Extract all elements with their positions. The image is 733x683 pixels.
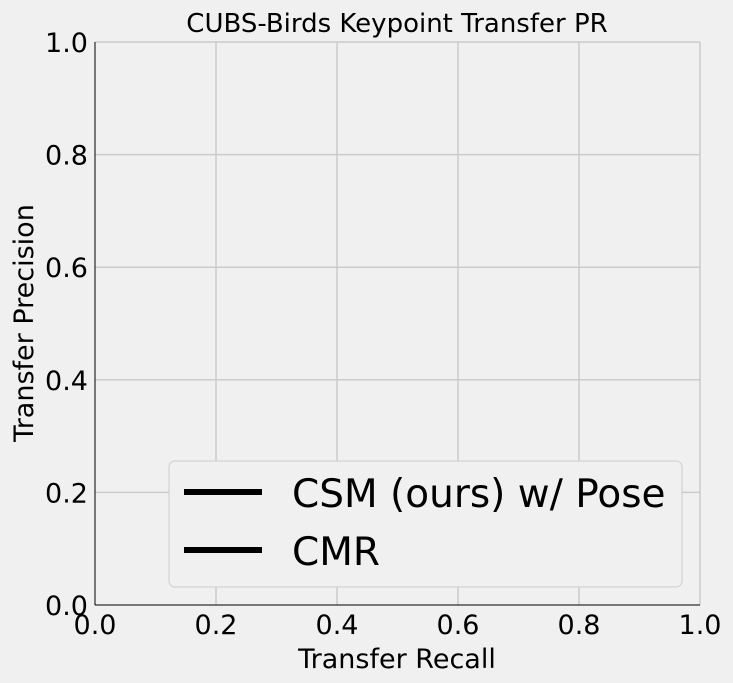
y-tick-labels: 0.0 0.2 0.4 0.6 0.8 1.0	[45, 28, 88, 622]
x-axis-label: Transfer Recall	[297, 644, 496, 675]
legend-box	[168, 460, 683, 588]
chart-title: CUBS-Birds Keypoint Transfer PR	[186, 9, 607, 39]
x-tick-label: 0.0	[74, 610, 117, 641]
x-tick-label: 0.6	[437, 610, 480, 641]
legend-label-0: CSM (ours) w/ Pose	[292, 472, 666, 517]
y-tick-label: 0.6	[45, 253, 88, 284]
y-tick-label: 0.0	[45, 591, 88, 622]
y-tick-label: 0.8	[45, 141, 88, 172]
x-tick-label: 0.8	[558, 610, 601, 641]
legend-label-1: CMR	[292, 530, 380, 575]
x-tick-label: 0.4	[316, 610, 359, 641]
x-tick-label: 1.0	[679, 610, 722, 641]
y-tick-label: 1.0	[45, 28, 88, 59]
x-tick-label: 0.2	[195, 610, 238, 641]
y-tick-label: 0.4	[45, 366, 88, 397]
y-axis-label: Transfer Precision	[9, 204, 40, 443]
x-tick-labels: 0.0 0.2 0.4 0.6 0.8 1.0	[74, 610, 722, 641]
legend: CSM (ours) w/ Pose CMR	[168, 460, 683, 588]
y-tick-label: 0.2	[45, 478, 88, 509]
